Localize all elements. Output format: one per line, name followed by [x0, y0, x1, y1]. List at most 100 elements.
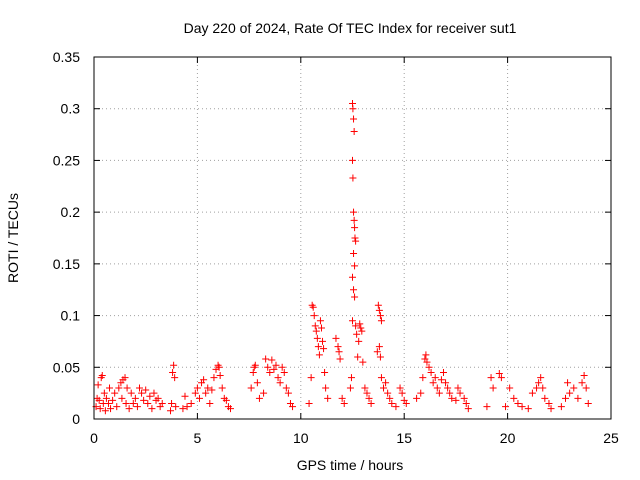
- data-point: [350, 216, 358, 224]
- data-point: [336, 355, 344, 363]
- data-point: [349, 174, 357, 182]
- y-tick-label: 0.15: [53, 256, 80, 272]
- data-point: [133, 403, 141, 411]
- data-point: [218, 384, 226, 392]
- data-point: [127, 389, 135, 397]
- data-point: [361, 384, 369, 392]
- data-point: [367, 399, 375, 407]
- data-point: [350, 115, 358, 123]
- data-point: [456, 389, 464, 397]
- data-point: [448, 394, 456, 402]
- data-point: [454, 384, 462, 392]
- data-point: [272, 361, 280, 369]
- data-point: [181, 392, 189, 400]
- data-point: [437, 376, 445, 384]
- data-point: [202, 389, 210, 397]
- data-point: [305, 399, 313, 407]
- data-point: [452, 396, 460, 404]
- data-point: [376, 353, 384, 361]
- data-point: [374, 301, 382, 309]
- data-point: [365, 394, 373, 402]
- data-point: [356, 320, 364, 328]
- data-point: [564, 379, 572, 387]
- data-point: [518, 403, 526, 411]
- data-point: [562, 394, 570, 402]
- data-point: [413, 394, 421, 402]
- data-point: [102, 394, 110, 402]
- data-point: [384, 389, 392, 397]
- data-point: [111, 389, 119, 397]
- data-point: [170, 361, 178, 369]
- data-point: [146, 392, 154, 400]
- data-point: [266, 368, 274, 376]
- data-point: [487, 374, 495, 382]
- data-point: [276, 379, 284, 387]
- data-point: [350, 127, 358, 135]
- data-point: [353, 330, 361, 338]
- data-point: [386, 394, 394, 402]
- data-point: [584, 399, 592, 407]
- data-point: [106, 384, 114, 392]
- data-point: [349, 156, 356, 164]
- data-point: [574, 394, 582, 402]
- data-point: [150, 389, 158, 397]
- data-point: [195, 394, 203, 402]
- data-point: [582, 384, 590, 392]
- data-point: [264, 363, 272, 371]
- data-point: [545, 399, 553, 407]
- data-point: [113, 403, 121, 411]
- data-point: [349, 317, 356, 325]
- data-point: [289, 403, 297, 411]
- data-point: [435, 389, 443, 397]
- data-point: [313, 334, 321, 342]
- y-tick-label: 0.3: [61, 101, 81, 117]
- data-point: [352, 322, 360, 330]
- data-point: [351, 262, 359, 270]
- data-point: [255, 394, 263, 402]
- data-point: [377, 374, 385, 382]
- data-point: [355, 337, 363, 345]
- data-point: [382, 379, 390, 387]
- data-point: [351, 293, 359, 301]
- data-point: [422, 351, 430, 359]
- data-point: [319, 337, 327, 345]
- data-point: [142, 386, 150, 394]
- data-point: [425, 363, 433, 371]
- data-point: [260, 389, 268, 397]
- data-point: [154, 394, 162, 402]
- data-point: [324, 394, 332, 402]
- data-point: [433, 384, 441, 392]
- data-point: [321, 368, 329, 376]
- data-point: [187, 399, 195, 407]
- data-point: [115, 384, 123, 392]
- data-point: [357, 324, 365, 332]
- data-point: [312, 327, 320, 335]
- data-point: [375, 306, 383, 314]
- data-point: [193, 384, 201, 392]
- data-point: [528, 389, 536, 397]
- data-point: [396, 384, 404, 392]
- data-point: [483, 403, 491, 411]
- data-point: [206, 399, 214, 407]
- data-point: [464, 405, 472, 413]
- data-point: [215, 363, 223, 371]
- data-point: [169, 368, 177, 376]
- data-point: [419, 374, 427, 382]
- data-point: [247, 384, 255, 392]
- x-tick-label: 0: [90, 430, 98, 446]
- data-point: [251, 361, 259, 369]
- y-tick-label: 0.35: [53, 49, 80, 65]
- data-point: [462, 399, 470, 407]
- data-point: [107, 405, 115, 413]
- data-point: [204, 384, 212, 392]
- data-point: [402, 399, 410, 407]
- x-tick-label: 5: [194, 430, 202, 446]
- y-tick-label: 0.1: [61, 308, 81, 324]
- data-point: [376, 312, 384, 320]
- data-point: [388, 399, 396, 407]
- data-point: [535, 379, 543, 387]
- data-point: [429, 379, 437, 387]
- y-tick-label: 0.05: [53, 359, 80, 375]
- data-point: [375, 343, 383, 351]
- x-tick-label: 15: [396, 430, 412, 446]
